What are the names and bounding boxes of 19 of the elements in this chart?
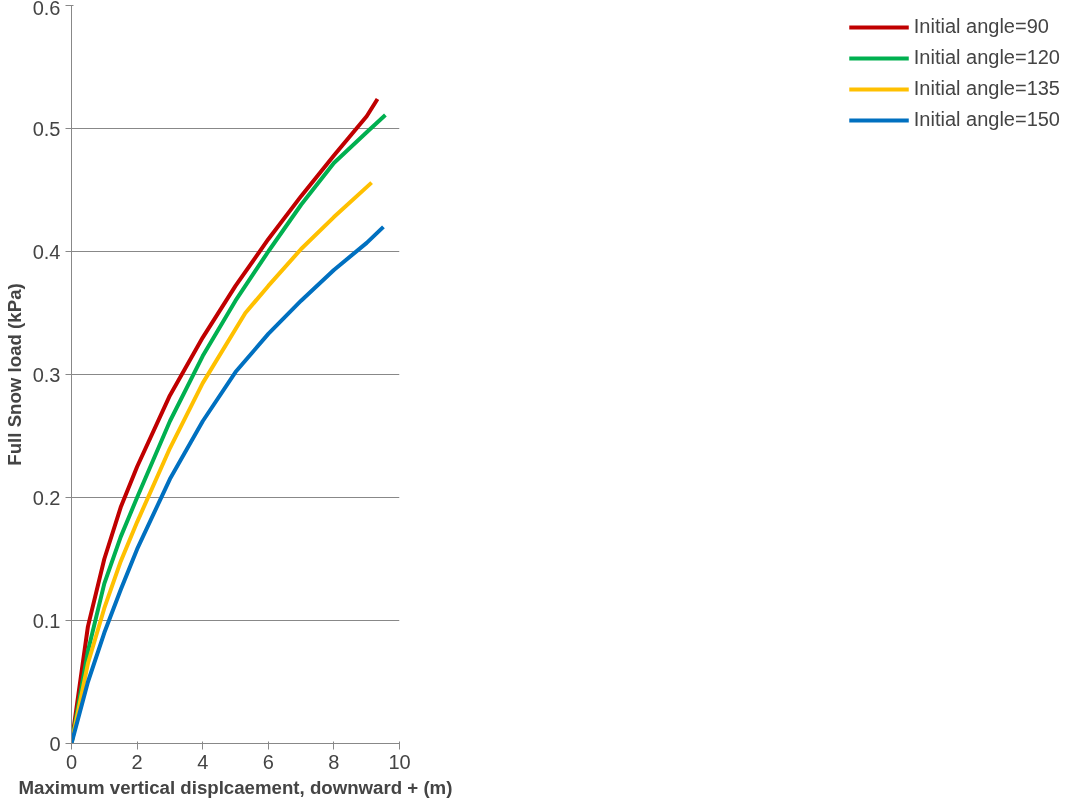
y-tick-label: 0.5 [32,117,61,140]
x-tick-label: 0 [65,750,78,773]
y-tick-label: 0.4 [32,240,61,263]
x-tick-label: 8 [328,750,340,773]
x-tick-label: 4 [197,750,209,773]
x-tick-label: 2 [131,750,143,773]
x-axis-title: Maximum vertical displcaement, downward + (m) [18,776,453,798]
y-tick-label: 0.3 [32,363,61,386]
legend-label: Initial angle=90 [913,15,1049,38]
legend-label: Initial angle=120 [913,46,1060,69]
y-tick-label: 0.1 [32,609,61,632]
x-tick-label: 6 [262,750,274,773]
legend-label: Initial angle=150 [913,108,1060,131]
y-axis-title: Full Snow load (kPa) [3,283,25,466]
y-tick-label: 0.6 [32,0,61,19]
y-tick-label: 0 [49,732,61,755]
y-tick-label: 0.2 [32,486,61,509]
x-tick-label: 10 [388,750,411,773]
legend-label: Initial angle=135 [913,77,1060,100]
